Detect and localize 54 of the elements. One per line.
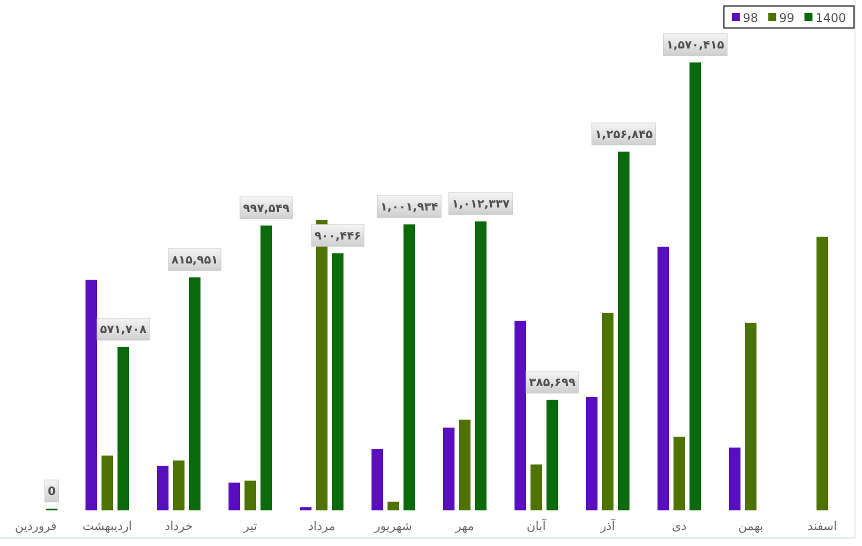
bar bbox=[586, 396, 598, 510]
x-tick-label: دی bbox=[672, 519, 687, 533]
x-tick-label: اردیبهشت bbox=[82, 519, 132, 533]
bar bbox=[729, 448, 740, 510]
bar bbox=[658, 246, 669, 510]
bar bbox=[404, 224, 415, 510]
bar bbox=[690, 62, 701, 510]
data-label: ۱,۵۷۰,۴۱۵ bbox=[666, 38, 724, 52]
bar bbox=[475, 221, 486, 510]
bar bbox=[189, 277, 200, 510]
bar bbox=[372, 449, 383, 510]
x-tick-label: شهریور bbox=[373, 519, 412, 533]
x-tick-label: فروردین bbox=[14, 519, 57, 533]
legend-label: 99 bbox=[779, 11, 794, 25]
bar bbox=[514, 320, 526, 510]
bar bbox=[118, 346, 129, 510]
bar bbox=[546, 400, 558, 510]
x-tick-label: تیر bbox=[242, 519, 258, 533]
data-label: ۵۷۱,۷۰۸ bbox=[100, 322, 146, 336]
bar bbox=[332, 253, 344, 510]
x-tick-label: مهر bbox=[454, 519, 474, 533]
bar bbox=[443, 428, 454, 510]
x-tick-label: اسفند bbox=[808, 519, 837, 533]
bar bbox=[102, 456, 113, 510]
bar bbox=[228, 482, 240, 510]
bar bbox=[674, 436, 685, 510]
data-label: ۹۹۷,۵۴۹ bbox=[243, 200, 290, 215]
bar bbox=[157, 466, 168, 510]
data-label: ۱,۰۰۱,۹۳۴ bbox=[380, 200, 438, 214]
bar bbox=[745, 322, 756, 510]
legend-label: 1400 bbox=[815, 11, 846, 25]
bar bbox=[530, 464, 542, 510]
data-label: 0 bbox=[48, 484, 56, 498]
data-label: ۳۸۵,۶۹۹ bbox=[529, 375, 576, 390]
bar bbox=[388, 502, 399, 510]
bar bbox=[459, 420, 470, 510]
x-tick-label: آذر bbox=[600, 518, 616, 533]
bar bbox=[173, 460, 184, 510]
legend-label: 98 bbox=[742, 11, 758, 25]
bar bbox=[86, 280, 97, 510]
data-label: ۱,۰۱۲,۳۳۷ bbox=[452, 196, 510, 211]
data-label: ۹۰۰,۴۴۶ bbox=[314, 228, 361, 242]
bar bbox=[618, 152, 630, 510]
bar bbox=[816, 236, 828, 510]
data-label: ۸۱۵,۹۵۱ bbox=[172, 252, 218, 267]
bar bbox=[260, 226, 272, 510]
x-tick-label: آبان bbox=[526, 518, 546, 533]
bar bbox=[602, 312, 614, 510]
x-tick-label: خرداد bbox=[164, 519, 193, 533]
bar bbox=[300, 507, 312, 510]
x-tick-label: مرداد bbox=[308, 519, 336, 533]
bar bbox=[244, 480, 256, 510]
x-tick-label: بهمن bbox=[738, 519, 764, 533]
data-label: ۱,۲۵۶,۸۴۵ bbox=[594, 126, 653, 141]
